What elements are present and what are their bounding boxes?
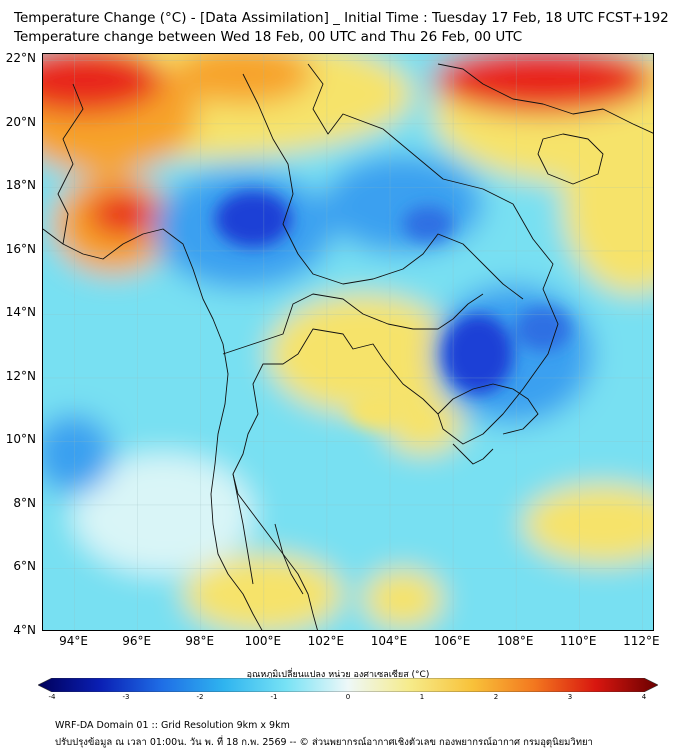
- lat-label: 20°N: [5, 114, 36, 129]
- lat-label: 10°N: [5, 432, 36, 447]
- lon-label: 102°E: [307, 634, 345, 648]
- lon-label: 108°E: [496, 634, 534, 648]
- lat-label: 18°N: [5, 178, 36, 193]
- lat-label: 14°N: [5, 305, 36, 320]
- colorbar-tick: 2: [493, 693, 499, 701]
- footer-model-info: WRF-DA Domain 01 :: Grid Resolution 9km …: [55, 720, 290, 731]
- lat-label: 16°N: [5, 241, 36, 256]
- colorbar: [38, 678, 658, 692]
- lon-label: 100°E: [244, 634, 282, 648]
- lon-label: 106°E: [433, 634, 471, 648]
- lon-label: 110°E: [560, 634, 597, 648]
- temperature-field-core: [215, 191, 571, 429]
- lat-label: 12°N: [5, 368, 36, 383]
- colorbar-label: อุณหภูมิเปลี่ยนแปลง หน่วย องศาเซลเซียส (…: [246, 670, 430, 680]
- colorbar-tick: 1: [419, 693, 425, 701]
- lon-label: 94°E: [59, 634, 88, 648]
- colorbar-tick: -3: [122, 693, 130, 701]
- map-title-line2: Temperature change between Wed 18 Feb, 0…: [14, 29, 523, 45]
- colorbar-tick: 0: [345, 693, 351, 701]
- lon-label: 112°E: [623, 634, 660, 648]
- lon-label: 104°E: [370, 634, 408, 648]
- colorbar-tick: 3: [567, 693, 573, 701]
- lat-label: 22°N: [5, 51, 36, 66]
- colorbar-tick: -2: [196, 693, 204, 701]
- lon-label: 98°E: [185, 634, 215, 648]
- lat-label: 6°N: [13, 559, 36, 574]
- lat-label: 8°N: [13, 495, 36, 510]
- coastlines-and-borders: [43, 63, 653, 630]
- temperature-change-map: [43, 54, 653, 630]
- footer-credit: ปรับปรุงข้อมูล ณ เวลา 01:00น. วัน พ. ที่…: [55, 737, 593, 748]
- map-title-line1: Temperature Change (°C) - [Data Assimila…: [14, 10, 669, 26]
- colorbar-tick: -4: [48, 693, 56, 701]
- lon-label: 96°E: [122, 634, 152, 648]
- map-panel[interactable]: [42, 53, 654, 631]
- lat-lon-gridlines: [43, 54, 653, 630]
- colorbar-tick: 4: [641, 693, 647, 701]
- colorbar-tick: -1: [270, 693, 278, 701]
- lat-label: 4°N: [13, 623, 36, 637]
